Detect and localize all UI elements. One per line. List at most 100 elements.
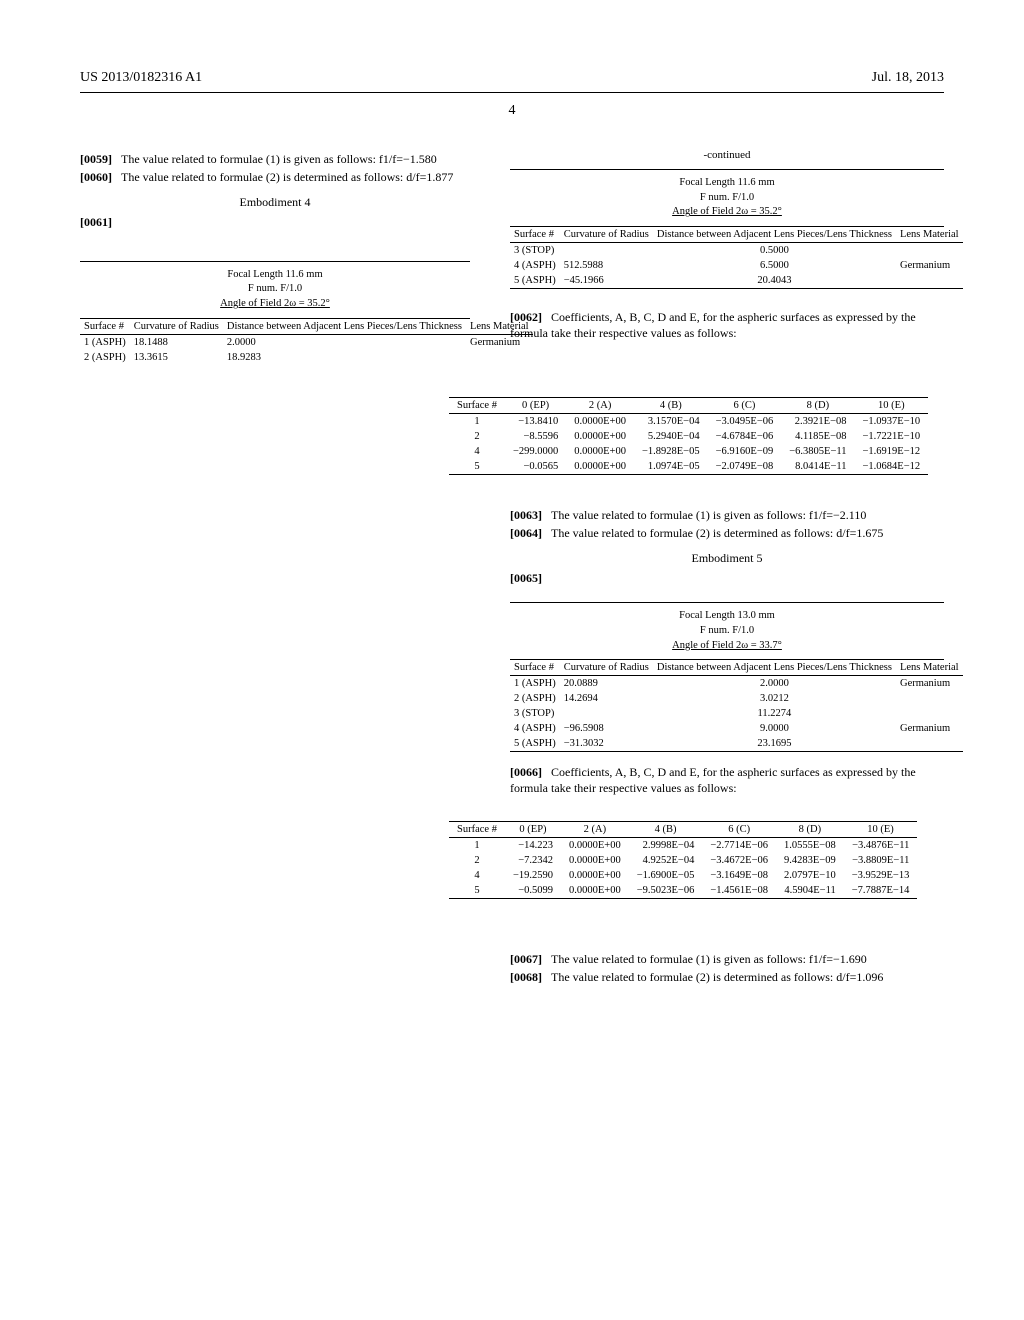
table-row: 2−7.23420.0000E+004.9252E−04−3.4672E−069… — [449, 853, 917, 868]
para-text: The value related to formulae (1) is giv… — [121, 152, 437, 166]
embodiment-5-title: Embodiment 5 — [510, 551, 944, 566]
embodiment-4-table-top: Focal Length 11.6 mm F num. F/1.0 Angle … — [80, 261, 470, 365]
para-0059: [0059] The value related to formulae (1)… — [80, 151, 470, 167]
coeff-col: 8 (D) — [781, 397, 854, 413]
coeff-col: 6 (C) — [708, 397, 782, 413]
coeff-col: 2 (A) — [566, 397, 634, 413]
table-row: 4 (ASPH)−96.59089.0000Germanium — [510, 721, 963, 736]
two-column-layout-3: [0067] The value related to formulae (1)… — [80, 949, 944, 987]
table-row: 1 (ASPH)20.08892.0000Germanium — [510, 676, 963, 692]
page-number: 4 — [80, 103, 944, 119]
coeff-col: 10 (E) — [855, 397, 929, 413]
col-material: Lens Material — [896, 660, 963, 676]
lens-surface-table: Surface # Curvature of Radius Distance b… — [510, 660, 963, 752]
para-text: The value related to formulae (1) is giv… — [551, 952, 867, 966]
caption-line: Focal Length 11.6 mm — [80, 268, 470, 283]
col-curvature: Curvature of Radius — [560, 660, 653, 676]
header-rule — [80, 92, 944, 93]
col-surface: Surface # — [80, 319, 130, 335]
left-column: [0059] The value related to formulae (1)… — [80, 149, 470, 375]
table-row: 5−0.50990.0000E+00−9.5023E−06−1.4561E−08… — [449, 883, 917, 899]
embodiment-4-table-cont: Focal Length 11.6 mm F num. F/1.0 Angle … — [510, 169, 944, 289]
caption-line: Angle of Field 2ω = 35.2° — [510, 205, 944, 220]
two-column-layout-2: [0063] The value related to formulae (1)… — [80, 505, 944, 799]
caption-line: Focal Length 11.6 mm — [510, 176, 944, 191]
para-number: [0061] — [80, 215, 112, 229]
para-number: [0064] — [510, 526, 542, 540]
left-column-empty-2 — [80, 949, 470, 987]
para-0065: [0065] — [510, 570, 944, 586]
para-text: The value related to formulae (2) is det… — [551, 970, 883, 984]
para-text: Coefficients, A, B, C, D and E, for the … — [510, 310, 916, 340]
table-row: 3 (STOP)11.2274 — [510, 706, 963, 721]
right-aligned-block-1: Surface # 0 (EP) 2 (A) 4 (B) 6 (C) 8 (D)… — [80, 389, 944, 485]
coeff-col: 8 (D) — [776, 821, 844, 837]
table-row: 4−299.00000.0000E+00−1.8928E−05−6.9160E−… — [449, 444, 928, 459]
coeff-col: Surface # — [449, 397, 505, 413]
coefficient-table-emb4: Surface # 0 (EP) 2 (A) 4 (B) 6 (C) 8 (D)… — [449, 397, 928, 475]
col-curvature: Curvature of Radius — [130, 319, 223, 335]
table-row: 5 (ASPH) −45.1966 20.4043 — [510, 273, 963, 289]
para-number: [0065] — [510, 571, 542, 585]
table-row: 2−8.55960.0000E+005.2940E−04−4.6784E−064… — [449, 429, 928, 444]
caption-line: F num. F/1.0 — [80, 282, 470, 297]
caption-line: F num. F/1.0 — [510, 191, 944, 206]
right-aligned-block-2: Surface # 0 (EP) 2 (A) 4 (B) 6 (C) 8 (D)… — [80, 813, 944, 909]
col-distance: Distance between Adjacent Lens Pieces/Le… — [223, 319, 466, 335]
para-0060: [0060] The value related to formulae (2)… — [80, 169, 470, 185]
publication-number: US 2013/0182316 A1 — [80, 70, 202, 86]
left-column-empty — [80, 505, 470, 799]
para-0064: [0064] The value related to formulae (2)… — [510, 525, 944, 541]
publication-date: Jul. 18, 2013 — [872, 70, 944, 86]
coeff-col: 4 (B) — [634, 397, 708, 413]
coeff-col: 2 (A) — [561, 821, 629, 837]
para-number: [0059] — [80, 152, 112, 166]
coeff-col: 10 (E) — [844, 821, 918, 837]
lens-surface-table: Surface # Curvature of Radius Distance b… — [510, 227, 963, 289]
table-caption: Focal Length 11.6 mm F num. F/1.0 Angle … — [510, 169, 944, 227]
table-row: 1−13.84100.0000E+003.1570E−04−3.0495E−06… — [449, 413, 928, 429]
coefficient-table-emb5: Surface # 0 (EP) 2 (A) 4 (B) 6 (C) 8 (D)… — [449, 821, 917, 899]
right-column-cont: [0063] The value related to formulae (1)… — [510, 505, 944, 799]
para-text: The value related to formulae (1) is giv… — [551, 508, 866, 522]
para-0066: [0066] Coefficients, A, B, C, D and E, f… — [510, 764, 944, 796]
coeff-col: 6 (C) — [702, 821, 776, 837]
caption-line: Focal Length 13.0 mm — [510, 609, 944, 624]
table-row: 3 (STOP) 0.5000 — [510, 243, 963, 259]
para-0068: [0068] The value related to formulae (2)… — [510, 969, 944, 985]
two-column-layout: [0059] The value related to formulae (1)… — [80, 149, 944, 375]
table-row: 1−14.2230.0000E+002.9998E−04−2.7714E−061… — [449, 837, 917, 853]
para-number: [0068] — [510, 970, 542, 984]
continued-label: -continued — [510, 149, 944, 161]
embodiment-5-table: Focal Length 13.0 mm F num. F/1.0 Angle … — [510, 602, 944, 752]
para-text: Coefficients, A, B, C, D and E, for the … — [510, 765, 916, 795]
para-number: [0066] — [510, 765, 542, 779]
para-0067: [0067] The value related to formulae (1)… — [510, 951, 944, 967]
para-number: [0062] — [510, 310, 542, 324]
lens-surface-table: Surface # Curvature of Radius Distance b… — [80, 319, 533, 365]
col-distance: Distance between Adjacent Lens Pieces/Le… — [653, 227, 896, 243]
table-row: 5 (ASPH)−31.303223.1695 — [510, 736, 963, 752]
para-0061: [0061] — [80, 214, 470, 230]
caption-line: Angle of Field 2ω = 35.2° — [80, 297, 470, 312]
right-column: -continued Focal Length 11.6 mm F num. F… — [510, 149, 944, 375]
col-curvature: Curvature of Radius — [560, 227, 653, 243]
para-text: The value related to formulae (2) is det… — [121, 170, 453, 184]
coeff-col: 4 (B) — [629, 821, 703, 837]
caption-line: Angle of Field 2ω = 33.7° — [510, 639, 944, 654]
right-column-final: [0067] The value related to formulae (1)… — [510, 949, 944, 987]
table-row: 1 (ASPH) 18.1488 2.0000 Germanium — [80, 334, 533, 350]
table-row: 5−0.05650.0000E+001.0974E−05−2.0749E−088… — [449, 459, 928, 475]
para-number: [0067] — [510, 952, 542, 966]
caption-line: F num. F/1.0 — [510, 624, 944, 639]
table-row: 4 (ASPH) 512.5988 6.5000 Germanium — [510, 258, 963, 273]
para-text: The value related to formulae (2) is det… — [551, 526, 883, 540]
patent-page: US 2013/0182316 A1 Jul. 18, 2013 4 [0059… — [0, 0, 1024, 1027]
col-distance: Distance between Adjacent Lens Pieces/Le… — [653, 660, 896, 676]
table-row: 2 (ASPH) 13.3615 18.9283 — [80, 350, 533, 365]
coeff-col: 0 (EP) — [505, 821, 561, 837]
para-number: [0063] — [510, 508, 542, 522]
table-caption: Focal Length 13.0 mm F num. F/1.0 Angle … — [510, 602, 944, 660]
page-header: US 2013/0182316 A1 Jul. 18, 2013 — [80, 70, 944, 86]
table-caption: Focal Length 11.6 mm F num. F/1.0 Angle … — [80, 261, 470, 319]
